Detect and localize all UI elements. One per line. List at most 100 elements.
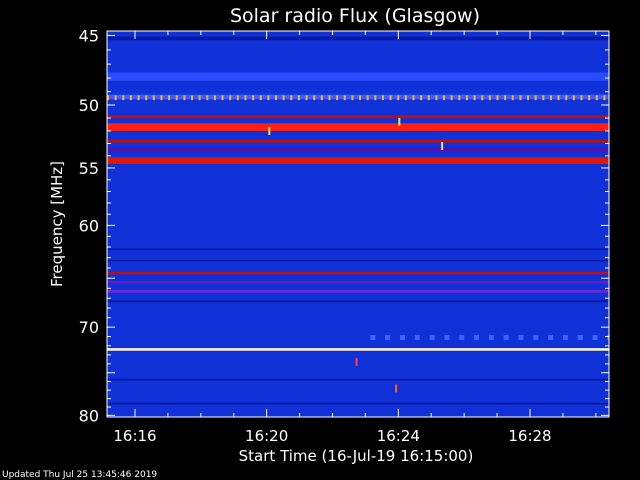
pulse-0-4 <box>137 95 140 101</box>
frequency-band-15 <box>107 378 609 381</box>
pulse-0-39 <box>404 95 407 101</box>
pulse-0-60 <box>565 95 568 101</box>
plot-area <box>107 31 609 417</box>
y-tick-label: 70 <box>79 318 99 337</box>
pulse-0-2 <box>122 95 125 101</box>
pulse-0-37 <box>389 95 392 101</box>
frequency-band-1 <box>107 72 609 81</box>
pulse-1-8 <box>488 334 494 340</box>
pulse-1-15 <box>592 334 598 340</box>
pulse-0-48 <box>473 95 476 101</box>
frequency-band-7 <box>107 157 609 165</box>
pulse-1-12 <box>548 334 554 340</box>
pulse-1-4 <box>429 334 435 340</box>
pulse-rows <box>107 95 609 340</box>
pulse-0-64 <box>595 95 598 101</box>
pulse-0-5 <box>145 95 148 101</box>
pulse-0-40 <box>412 95 415 101</box>
y-tick-label: 45 <box>79 26 99 45</box>
pulse-0-11 <box>191 95 194 101</box>
pulse-0-42 <box>427 95 430 101</box>
pulse-1-11 <box>533 334 539 340</box>
frequency-band-12 <box>107 289 609 293</box>
pulse-1-7 <box>474 334 480 340</box>
burst-streak-0 <box>268 126 271 135</box>
x-tick-label: 16:24 <box>377 427 420 445</box>
pulse-0-3 <box>129 95 132 101</box>
pulse-row-1 <box>370 334 609 340</box>
frequency-band-6 <box>107 148 609 152</box>
y-axis: 45 50 55 60 70 80 <box>79 26 609 425</box>
pulse-0-7 <box>160 95 163 101</box>
pulse-0-15 <box>221 95 224 101</box>
pulse-0-46 <box>458 95 461 101</box>
pulse-0-12 <box>198 95 201 101</box>
pulse-0-58 <box>549 95 552 101</box>
pulse-0-56 <box>534 95 537 101</box>
pulse-0-57 <box>542 95 545 101</box>
pulse-0-52 <box>504 95 507 101</box>
frequency-bands <box>107 36 609 405</box>
pulse-1-3 <box>414 334 420 340</box>
pulse-1-5 <box>444 334 450 340</box>
x-tick-label: 16:28 <box>508 427 551 445</box>
pulse-1-6 <box>459 334 465 340</box>
pulse-1-10 <box>518 334 524 340</box>
pulse-0-27 <box>313 95 316 101</box>
pulse-1-9 <box>503 334 509 340</box>
plot-frame <box>106 30 610 418</box>
pulse-0-24 <box>290 95 293 101</box>
burst-streak-3 <box>395 384 398 393</box>
pulse-0-61 <box>572 95 575 101</box>
frequency-band-10 <box>107 272 609 275</box>
pulse-0-0 <box>107 95 109 101</box>
pulse-0-43 <box>435 95 438 101</box>
frequency-band-13 <box>107 300 609 303</box>
y-tick-label: 80 <box>79 406 99 425</box>
y-axis-label: Frequency [MHz] <box>48 161 66 287</box>
pulse-0-35 <box>374 95 377 101</box>
frequency-band-2 <box>107 94 609 100</box>
pulse-0-16 <box>229 95 232 101</box>
pulse-0-8 <box>168 95 171 101</box>
pulse-1-2 <box>399 334 405 340</box>
frequency-band-4 <box>107 123 609 131</box>
pulse-0-50 <box>488 95 491 101</box>
pulse-0-63 <box>588 95 591 101</box>
frequency-band-5 <box>107 139 609 143</box>
pulse-0-49 <box>481 95 484 101</box>
pulse-0-55 <box>527 95 530 101</box>
frequency-band-9 <box>107 259 609 262</box>
chart-title: Solar radio Flux (Glasgow) <box>230 5 480 27</box>
frequency-band-14 <box>107 348 609 351</box>
frequency-band-11 <box>107 281 609 284</box>
pulse-0-19 <box>252 95 255 101</box>
pulse-0-18 <box>244 95 247 101</box>
pulse-1-0 <box>370 334 376 340</box>
x-tick-label: 16:16 <box>113 427 156 445</box>
pulse-0-13 <box>206 95 209 101</box>
frequency-band-0 <box>107 36 609 41</box>
burst-streak-1 <box>398 117 401 126</box>
pulse-0-34 <box>366 95 369 101</box>
pulse-0-33 <box>359 95 362 101</box>
pulse-0-25 <box>297 95 300 101</box>
y-tick-label: 50 <box>79 96 99 115</box>
pulse-0-59 <box>557 95 560 101</box>
frequency-band-8 <box>107 248 609 250</box>
pulse-0-22 <box>275 95 278 101</box>
pulse-0-26 <box>305 95 308 101</box>
pulse-1-13 <box>562 334 568 340</box>
pulse-0-53 <box>511 95 514 101</box>
pulse-0-17 <box>236 95 239 101</box>
pulse-1-14 <box>577 334 583 340</box>
pulse-0-20 <box>259 95 262 101</box>
pulse-0-32 <box>351 95 354 101</box>
pulse-0-41 <box>420 95 423 101</box>
burst-streak-4 <box>355 358 358 367</box>
pulse-0-6 <box>152 95 155 101</box>
pulse-0-62 <box>580 95 583 101</box>
pulse-0-36 <box>381 95 384 101</box>
pulse-0-54 <box>519 95 522 101</box>
